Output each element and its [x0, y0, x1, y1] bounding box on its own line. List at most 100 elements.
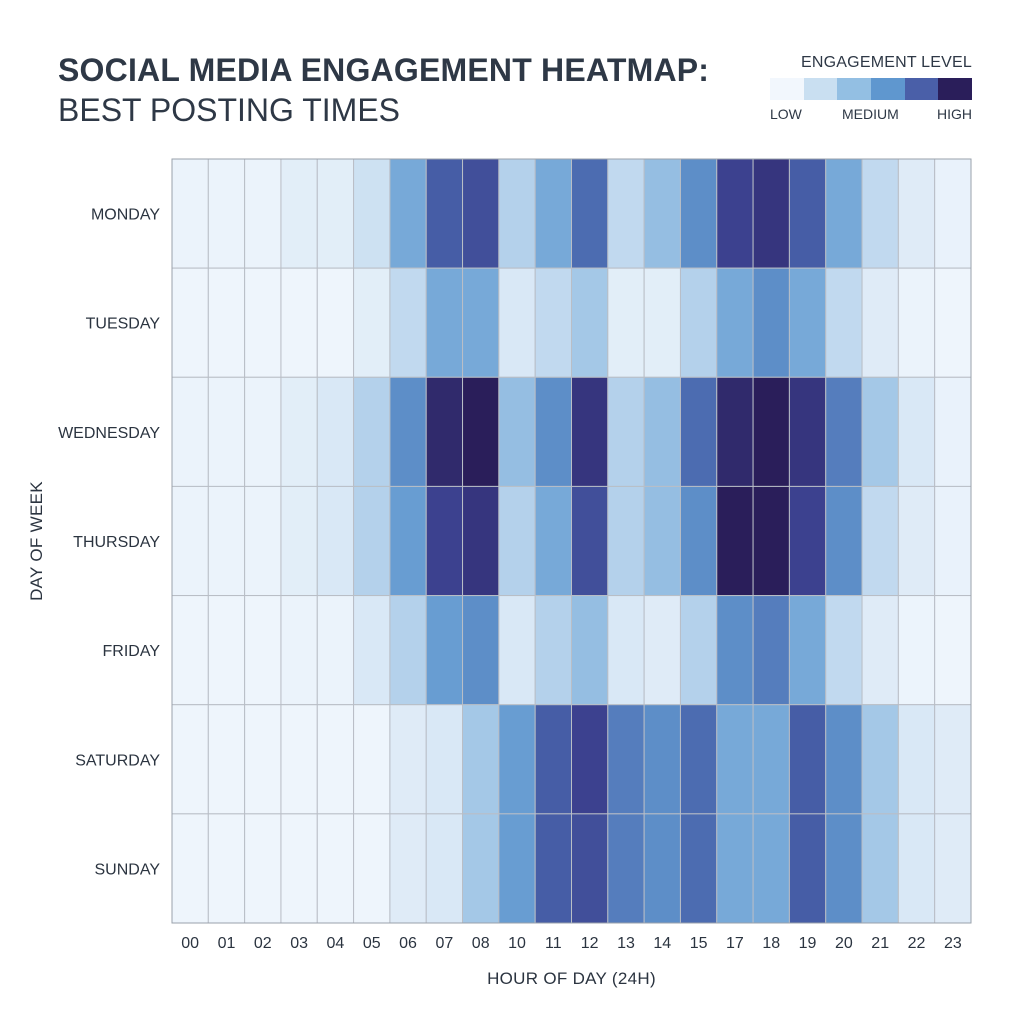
heatmap-cell	[280, 704, 318, 815]
heatmap-cell	[316, 813, 355, 924]
heatmap-cell	[897, 595, 936, 706]
y-tick-label: MONDAY	[91, 207, 160, 224]
legend-swatch	[904, 78, 939, 100]
heatmap-cell	[897, 158, 936, 269]
heatmap-cell	[425, 267, 464, 378]
heatmap-cell	[643, 595, 681, 706]
heatmap-cell	[571, 267, 609, 378]
heatmap-cell	[353, 704, 391, 815]
heatmap-cell	[679, 267, 718, 378]
x-tick-label: 07	[435, 935, 453, 952]
heatmap-cell	[752, 485, 790, 597]
heatmap-cell	[897, 813, 936, 924]
heatmap-cell	[280, 376, 318, 487]
heatmap-cell	[462, 376, 500, 487]
heatmap-cell	[207, 376, 246, 487]
heatmap-cell	[643, 485, 681, 597]
heatmap-cell	[462, 267, 500, 378]
legend-color-bar	[770, 78, 973, 100]
x-tick-label: 14	[653, 935, 671, 952]
x-tick-label: 08	[472, 935, 490, 952]
heatmap-cell	[498, 813, 536, 924]
heatmap-cell	[425, 704, 464, 815]
heatmap-cell	[679, 704, 718, 815]
heatmap-cell	[280, 813, 318, 924]
heatmap-cell	[897, 704, 936, 815]
heatmap-cell	[571, 376, 609, 487]
heatmap-cell	[607, 813, 645, 924]
x-tick-label: 22	[908, 935, 926, 952]
legend-high-label: HIGH	[937, 106, 972, 122]
x-tick-label: 05	[363, 935, 381, 952]
x-tick-label: 00	[181, 935, 199, 952]
y-tick-label: TUESDAY	[86, 316, 161, 333]
heatmap-cell	[861, 813, 899, 924]
heatmap-cell	[716, 813, 754, 924]
heatmap-cell	[425, 813, 464, 924]
heatmap-cell	[788, 376, 827, 487]
heatmap-cell	[752, 376, 790, 487]
heatmap-cell	[934, 376, 972, 487]
heatmap-cell	[534, 595, 573, 706]
heatmap-cell	[207, 704, 246, 815]
heatmap-cell	[607, 376, 645, 487]
heatmap-cell	[425, 595, 464, 706]
heatmap-cell	[825, 485, 863, 597]
heatmap-cell	[353, 158, 391, 269]
heatmap-cell	[752, 267, 790, 378]
heatmap-cell	[571, 158, 609, 269]
x-tick-label: 13	[617, 935, 635, 952]
heatmap-cell	[389, 485, 427, 597]
heatmap-cell	[752, 158, 790, 269]
heatmap-cell	[171, 485, 209, 597]
heatmap-cell	[207, 158, 246, 269]
heatmap-cell	[716, 485, 754, 597]
heatmap-cell	[244, 376, 282, 487]
x-tick-label: 19	[799, 935, 817, 952]
heatmap-cell	[171, 267, 209, 378]
heatmap-cell	[752, 704, 790, 815]
x-tick-label: 21	[871, 935, 889, 952]
x-tick-label: 12	[581, 935, 599, 952]
y-tick-label: FRIDAY	[103, 643, 161, 660]
chart-title: SOCIAL MEDIA ENGAGEMENT HEATMAP: BEST PO…	[58, 52, 709, 128]
heatmap-cell	[643, 704, 681, 815]
heatmap-cell	[716, 158, 754, 269]
heatmap-cell	[934, 485, 972, 597]
x-tick-label: 03	[290, 935, 308, 952]
heatmap-cell	[171, 595, 209, 706]
heatmap-cell	[934, 595, 972, 706]
heatmap-cell	[571, 813, 609, 924]
x-tick-label: 18	[762, 935, 780, 952]
heatmap-cell	[389, 813, 427, 924]
heatmap-cell	[752, 813, 790, 924]
heatmap-cell	[607, 267, 645, 378]
heatmap-cell	[716, 704, 754, 815]
heatmap-cell	[280, 267, 318, 378]
heatmap-cell	[462, 158, 500, 269]
legend-swatch	[770, 78, 804, 100]
heatmap-cell	[897, 267, 936, 378]
heatmap-cell	[716, 376, 754, 487]
heatmap-cell	[353, 485, 391, 597]
x-tick-label: 17	[726, 935, 744, 952]
heatmap-cell	[498, 704, 536, 815]
heatmap-cell	[244, 485, 282, 597]
heatmap-cell	[171, 158, 209, 269]
color-legend: ENGAGEMENT LEVEL LOW MEDIUM HIGH	[770, 54, 973, 124]
heatmap-cell	[207, 267, 246, 378]
legend-swatch	[837, 78, 872, 100]
heatmap-cell	[462, 813, 500, 924]
heatmap-cell	[571, 704, 609, 815]
heatmap-cell	[498, 595, 536, 706]
heatmap-cell	[788, 813, 827, 924]
heatmap-cell	[607, 704, 645, 815]
heatmap-cell	[607, 595, 645, 706]
heatmap-cell	[788, 267, 827, 378]
heatmap-cell	[534, 267, 573, 378]
heatmap-cell	[679, 813, 718, 924]
heatmap-cell	[643, 267, 681, 378]
plot-border	[171, 158, 972, 924]
heatmap-cell	[897, 485, 936, 597]
